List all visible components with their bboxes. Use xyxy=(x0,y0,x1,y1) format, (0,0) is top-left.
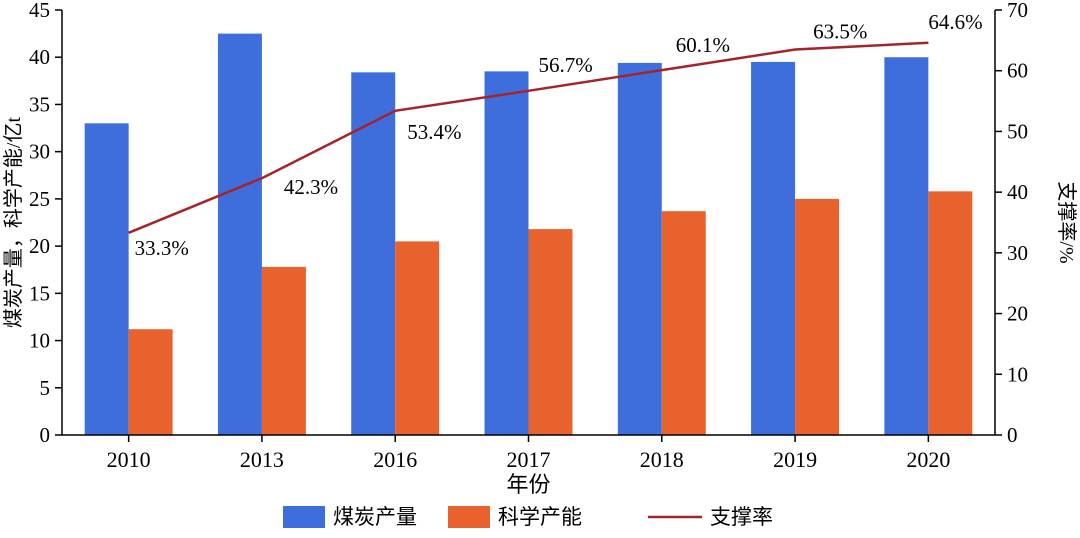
right-axis-tick-label: 10 xyxy=(1007,362,1028,386)
right-axis-title: 支撑率/% xyxy=(1055,181,1078,263)
support-rate-value-label: 64.6% xyxy=(928,10,982,34)
coal-output-legend-swatch xyxy=(283,506,325,528)
coal-output-bar xyxy=(884,57,929,435)
left-axis-tick-label: 10 xyxy=(29,329,50,353)
left-axis-tick-label: 30 xyxy=(29,140,50,164)
chart-legend: 煤炭产量 科学产能 支撑率 xyxy=(283,505,773,529)
support-rate-value-label: 53.4% xyxy=(407,120,461,144)
right-axis-tick-label: 70 xyxy=(1007,0,1028,22)
support-rate-legend-label: 支撑率 xyxy=(710,505,773,529)
coal-output-legend-label: 煤炭产量 xyxy=(333,505,417,529)
left-axis-tick-label: 5 xyxy=(40,376,51,400)
left-axis-tick-label: 25 xyxy=(29,187,50,211)
scientific-capacity-legend-swatch xyxy=(448,506,490,528)
right-axis-tick-label: 30 xyxy=(1007,241,1028,265)
support-rate-value-label: 42.3% xyxy=(284,175,338,199)
coal-output-bar-series xyxy=(84,33,929,436)
coal-output-bar xyxy=(84,123,129,435)
scientific-capacity-bar xyxy=(928,191,973,435)
support-rate-value-label: 60.1% xyxy=(676,33,730,57)
coal-output-bar xyxy=(217,33,262,436)
coal-output-bar xyxy=(617,62,662,435)
left-axis-tick-label: 40 xyxy=(29,45,50,69)
right-axis-tick-label: 0 xyxy=(1007,423,1018,447)
x-axis-tick-label: 2016 xyxy=(373,447,417,472)
support-rate-value-label: 63.5% xyxy=(813,20,867,44)
x-axis-tick-label: 2013 xyxy=(240,447,284,472)
x-axis-title: 年份 xyxy=(506,472,550,497)
scientific-capacity-bar xyxy=(261,266,306,435)
right-axis-tick-label: 40 xyxy=(1007,180,1028,204)
scientific-capacity-bar-series xyxy=(128,191,973,435)
right-axis-tick-label: 50 xyxy=(1007,119,1028,143)
x-axis-tick-label: 2020 xyxy=(906,447,950,472)
scientific-capacity-bar xyxy=(128,329,173,435)
left-axis-tick-label: 20 xyxy=(29,234,50,258)
support-rate-line xyxy=(128,41,929,234)
left-axis-tick-label: 15 xyxy=(29,281,50,305)
left-axis-title: 煤炭产量，科学产能/亿t xyxy=(2,117,25,329)
scientific-capacity-legend-label: 科学产能 xyxy=(498,505,582,529)
coal-output-bar xyxy=(484,71,529,435)
support-rate-value-label: 56.7% xyxy=(539,53,593,77)
left-axis-tick-label: 35 xyxy=(29,92,50,116)
scientific-capacity-bar xyxy=(528,229,573,435)
scientific-capacity-bar xyxy=(395,241,440,435)
support-rate-value-label: 33.3% xyxy=(135,236,189,260)
x-axis-tick-label: 2017 xyxy=(507,447,551,472)
right-axis-tick-label: 20 xyxy=(1007,302,1028,326)
scientific-capacity-bar xyxy=(661,211,706,435)
coal-output-bar xyxy=(751,61,796,435)
left-axis-tick-label: 0 xyxy=(40,423,51,447)
coal-output-bar xyxy=(351,72,396,435)
x-axis-tick-label: 2018 xyxy=(640,447,684,472)
right-axis-tick-label: 60 xyxy=(1007,59,1028,83)
x-axis-tick-label: 2010 xyxy=(107,447,151,472)
x-axis-tick-label: 2019 xyxy=(773,447,817,472)
scientific-capacity-bar xyxy=(795,198,840,435)
left-axis-tick-label: 45 xyxy=(29,0,50,22)
